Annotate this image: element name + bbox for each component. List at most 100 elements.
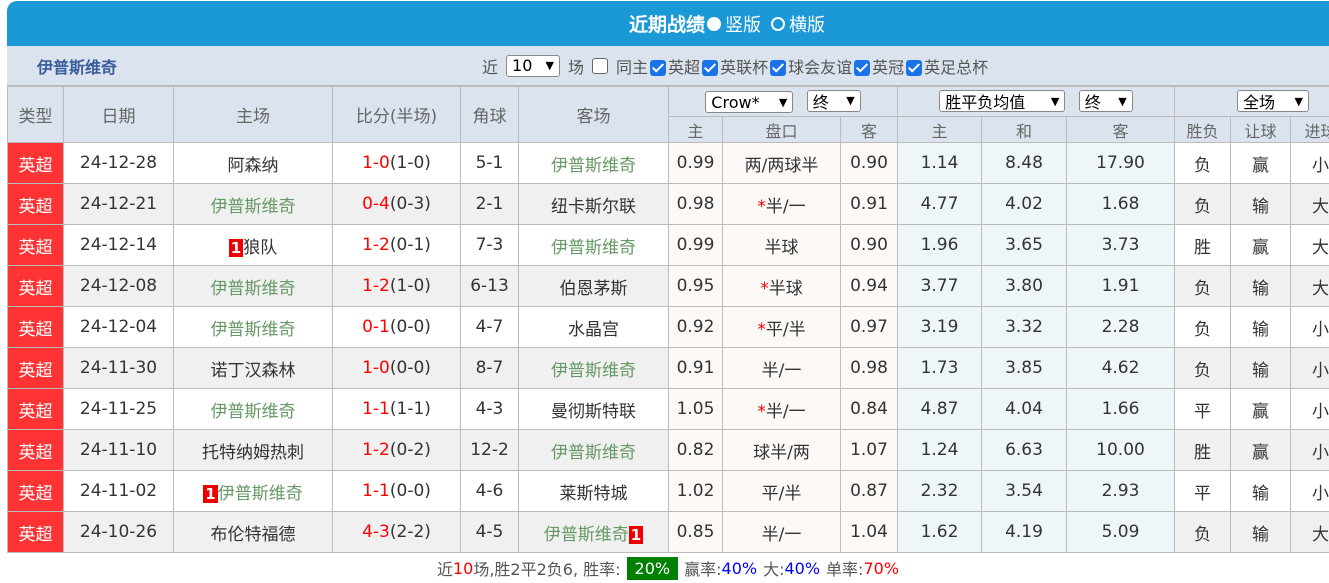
red-card-badge: 1 [629, 526, 643, 544]
home-team-cell[interactable]: 托特纳姆热刺 [174, 430, 333, 471]
range-header: 全场▼ [1175, 87, 1329, 117]
away-team-cell[interactable]: 莱斯特城 [519, 471, 669, 512]
home-team-name[interactable]: 伊普斯维奇 [211, 197, 296, 217]
eu-away-odds: 1.66 [1067, 389, 1175, 430]
ah-line-text: 球半/两 [753, 443, 810, 463]
result-cell: 平 [1175, 389, 1231, 430]
home-team-name[interactable]: 阿森纳 [228, 156, 279, 176]
home-team-cell[interactable]: 布伦特福德 [174, 512, 333, 553]
eu-away-odds: 3.73 [1067, 225, 1175, 266]
league-cell[interactable]: 英超 [8, 512, 64, 553]
competition-checkbox[interactable] [702, 60, 718, 76]
league-cell[interactable]: 英超 [8, 471, 64, 512]
date-cell: 24-12-04 [64, 307, 174, 348]
horizontal-radio[interactable] [771, 17, 785, 31]
away-team-cell[interactable]: 伊普斯维奇 [519, 143, 669, 184]
home-team-cell[interactable]: 阿森纳 [174, 143, 333, 184]
league-cell[interactable]: 英超 [8, 389, 64, 430]
league-cell[interactable]: 英超 [8, 184, 64, 225]
score-cell[interactable]: 4-3(2-2) [333, 512, 461, 553]
home-team-name[interactable]: 诺丁汉森林 [211, 361, 296, 381]
half-score: (1-1) [390, 399, 431, 419]
handicap-result-cell: 输 [1231, 266, 1291, 307]
away-team-name[interactable]: 莱斯特城 [560, 484, 628, 504]
away-team-name[interactable]: 伊普斯维奇 [544, 525, 629, 545]
sub-handicap: 让球 [1231, 117, 1291, 143]
home-team-name[interactable]: 伊普斯维奇 [211, 320, 296, 340]
away-team-cell[interactable]: 伊普斯维奇 [519, 430, 669, 471]
table-row: 英超 24-11-10 托特纳姆热刺 1-2(0-2) 12-2 伊普斯维奇 0… [8, 430, 1329, 471]
away-team-name[interactable]: 伊普斯维奇 [551, 443, 636, 463]
away-team-name[interactable]: 曼彻斯特联 [551, 402, 636, 422]
competition-checkbox[interactable] [906, 60, 922, 76]
game-count-select[interactable]: 10▼ [506, 55, 560, 77]
away-team-cell[interactable]: 伊普斯维奇 [519, 348, 669, 389]
away-team-name[interactable]: 伊普斯维奇 [551, 156, 636, 176]
panel-title: 近期战绩 [629, 10, 705, 37]
away-team-cell[interactable]: 曼彻斯特联 [519, 389, 669, 430]
away-team-cell[interactable]: 水晶宫 [519, 307, 669, 348]
home-team-name[interactable]: 伊普斯维奇 [211, 279, 296, 299]
euro-phase-select[interactable]: 终▼ [1079, 90, 1133, 112]
score-cell[interactable]: 1-1(1-1) [333, 389, 461, 430]
home-team-name[interactable]: 狼队 [243, 238, 277, 258]
eu-away-odds: 17.90 [1067, 143, 1175, 184]
ah-line: 半/一 [723, 348, 841, 389]
ah-line-text: 半/一 [762, 361, 802, 381]
eu-home-odds: 1.24 [898, 430, 982, 471]
away-team-name[interactable]: 伊普斯维奇 [551, 238, 636, 258]
away-team-name[interactable]: 伊普斯维奇 [551, 361, 636, 381]
competition-checkbox[interactable] [770, 60, 786, 76]
away-team-cell[interactable]: 伯恩茅斯 [519, 266, 669, 307]
home-team-cell[interactable]: 伊普斯维奇 [174, 184, 333, 225]
home-team-cell[interactable]: 诺丁汉森林 [174, 348, 333, 389]
score-cell[interactable]: 1-2(0-2) [333, 430, 461, 471]
half-score: (0-0) [390, 481, 431, 501]
full-score: 1-2 [362, 276, 390, 296]
euro-type-select[interactable]: 胜平负均值▼ [939, 90, 1065, 112]
result-cell: 负 [1175, 512, 1231, 553]
away-team-name[interactable]: 纽卡斯尔联 [551, 197, 636, 217]
league-cell[interactable]: 英超 [8, 307, 64, 348]
league-cell[interactable]: 英超 [8, 143, 64, 184]
half-score: (0-1) [390, 235, 431, 255]
home-team-name[interactable]: 托特纳姆热刺 [202, 443, 304, 463]
sub-ah-line: 盘口 [723, 117, 841, 143]
score-cell[interactable]: 1-2(1-0) [333, 266, 461, 307]
score-cell[interactable]: 1-0(1-0) [333, 143, 461, 184]
league-cell[interactable]: 英超 [8, 430, 64, 471]
eu-home-odds: 4.87 [898, 389, 982, 430]
score-cell[interactable]: 0-1(0-0) [333, 307, 461, 348]
league-cell[interactable]: 英超 [8, 266, 64, 307]
away-team-name[interactable]: 水晶宫 [568, 320, 619, 340]
competition-checkbox[interactable] [650, 60, 666, 76]
away-team-cell[interactable]: 纽卡斯尔联 [519, 184, 669, 225]
home-team-name[interactable]: 伊普斯维奇 [211, 402, 296, 422]
date-cell: 24-10-26 [64, 512, 174, 553]
vertical-radio[interactable] [707, 17, 721, 31]
score-cell[interactable]: 1-0(0-0) [333, 348, 461, 389]
range-select[interactable]: 全场▼ [1237, 90, 1309, 112]
league-cell[interactable]: 英超 [8, 225, 64, 266]
home-team-cell[interactable]: 伊普斯维奇 [174, 307, 333, 348]
home-team-cell[interactable]: 伊普斯维奇 [174, 389, 333, 430]
goals-result-cell: 小 [1291, 471, 1329, 512]
home-team-name[interactable]: 布伦特福德 [211, 525, 296, 545]
horizontal-label[interactable]: 横版 [789, 11, 825, 37]
odds-phase-select[interactable]: 终▼ [807, 90, 861, 112]
competition-checkbox[interactable] [854, 60, 870, 76]
away-team-name[interactable]: 伯恩茅斯 [560, 279, 628, 299]
home-team-cell[interactable]: 伊普斯维奇 [174, 266, 333, 307]
score-cell[interactable]: 1-1(0-0) [333, 471, 461, 512]
odds-company-select[interactable]: Crow*▼ [705, 91, 793, 113]
league-cell[interactable]: 英超 [8, 348, 64, 389]
score-cell[interactable]: 1-2(0-1) [333, 225, 461, 266]
home-team-name[interactable]: 伊普斯维奇 [218, 484, 303, 504]
vertical-label[interactable]: 竖版 [725, 11, 761, 37]
score-cell[interactable]: 0-4(0-3) [333, 184, 461, 225]
same-home-checkbox[interactable] [592, 58, 608, 74]
away-team-cell[interactable]: 伊普斯维奇 [519, 225, 669, 266]
